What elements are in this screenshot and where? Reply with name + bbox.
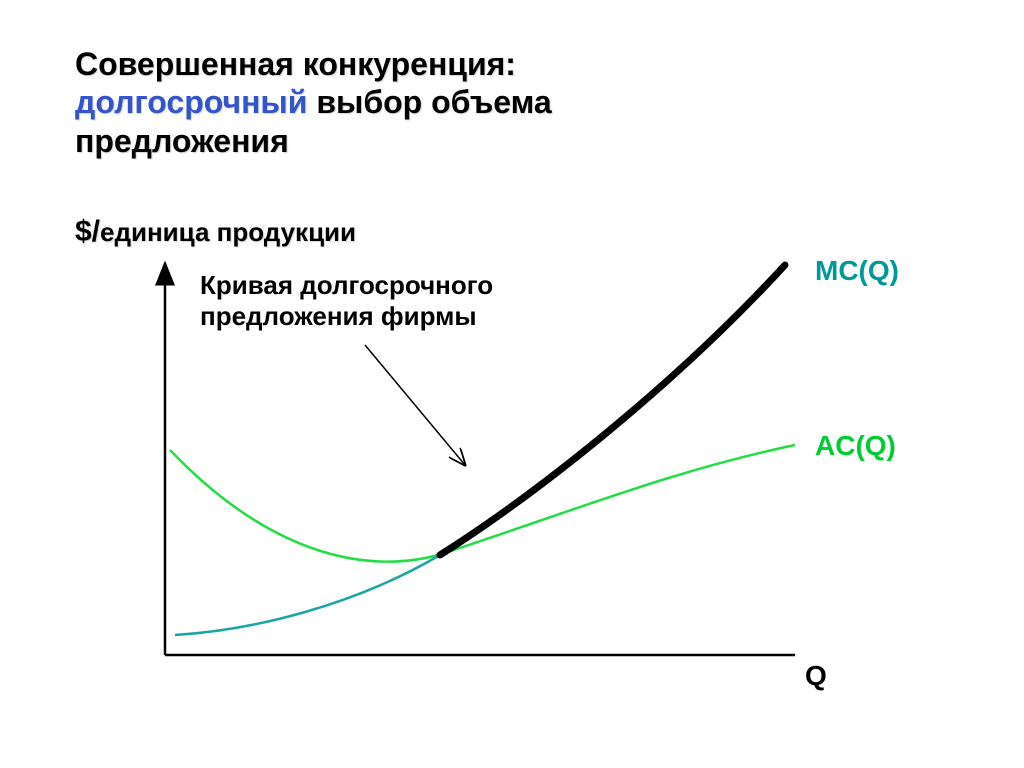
ylabel-text: единица продукции: [100, 217, 356, 247]
annotation-line2: предложения фирмы: [200, 301, 477, 331]
chart-area: Кривая долгосрочного предложения фирмы M…: [75, 255, 925, 695]
annotation-arrow: [365, 345, 465, 465]
ylabel-prefix: $/: [75, 215, 100, 248]
y-axis-label: $/единица продукции: [75, 215, 356, 249]
annotation-text: Кривая долгосрочного предложения фирмы: [200, 270, 493, 332]
title-line2-rest: выбор объема: [307, 84, 551, 120]
ac-label-text: AC(Q): [815, 430, 896, 461]
x-axis-label-text: Q: [805, 660, 827, 691]
ac-label: AC(Q): [815, 430, 896, 462]
title-line3: предложения: [75, 123, 289, 159]
mc-label: MC(Q): [815, 255, 899, 287]
chart-title: Совершенная конкуренция: долгосрочный вы…: [75, 45, 552, 160]
ac-curve: [170, 445, 795, 562]
mc-curve-lower: [175, 555, 440, 635]
mc-label-text: MC(Q): [815, 255, 899, 286]
x-axis-label: Q: [805, 660, 827, 692]
annotation-line1: Кривая долгосрочного: [200, 270, 493, 300]
title-line1: Совершенная конкуренция:: [75, 46, 516, 82]
title-highlight: долгосрочный: [75, 84, 307, 120]
